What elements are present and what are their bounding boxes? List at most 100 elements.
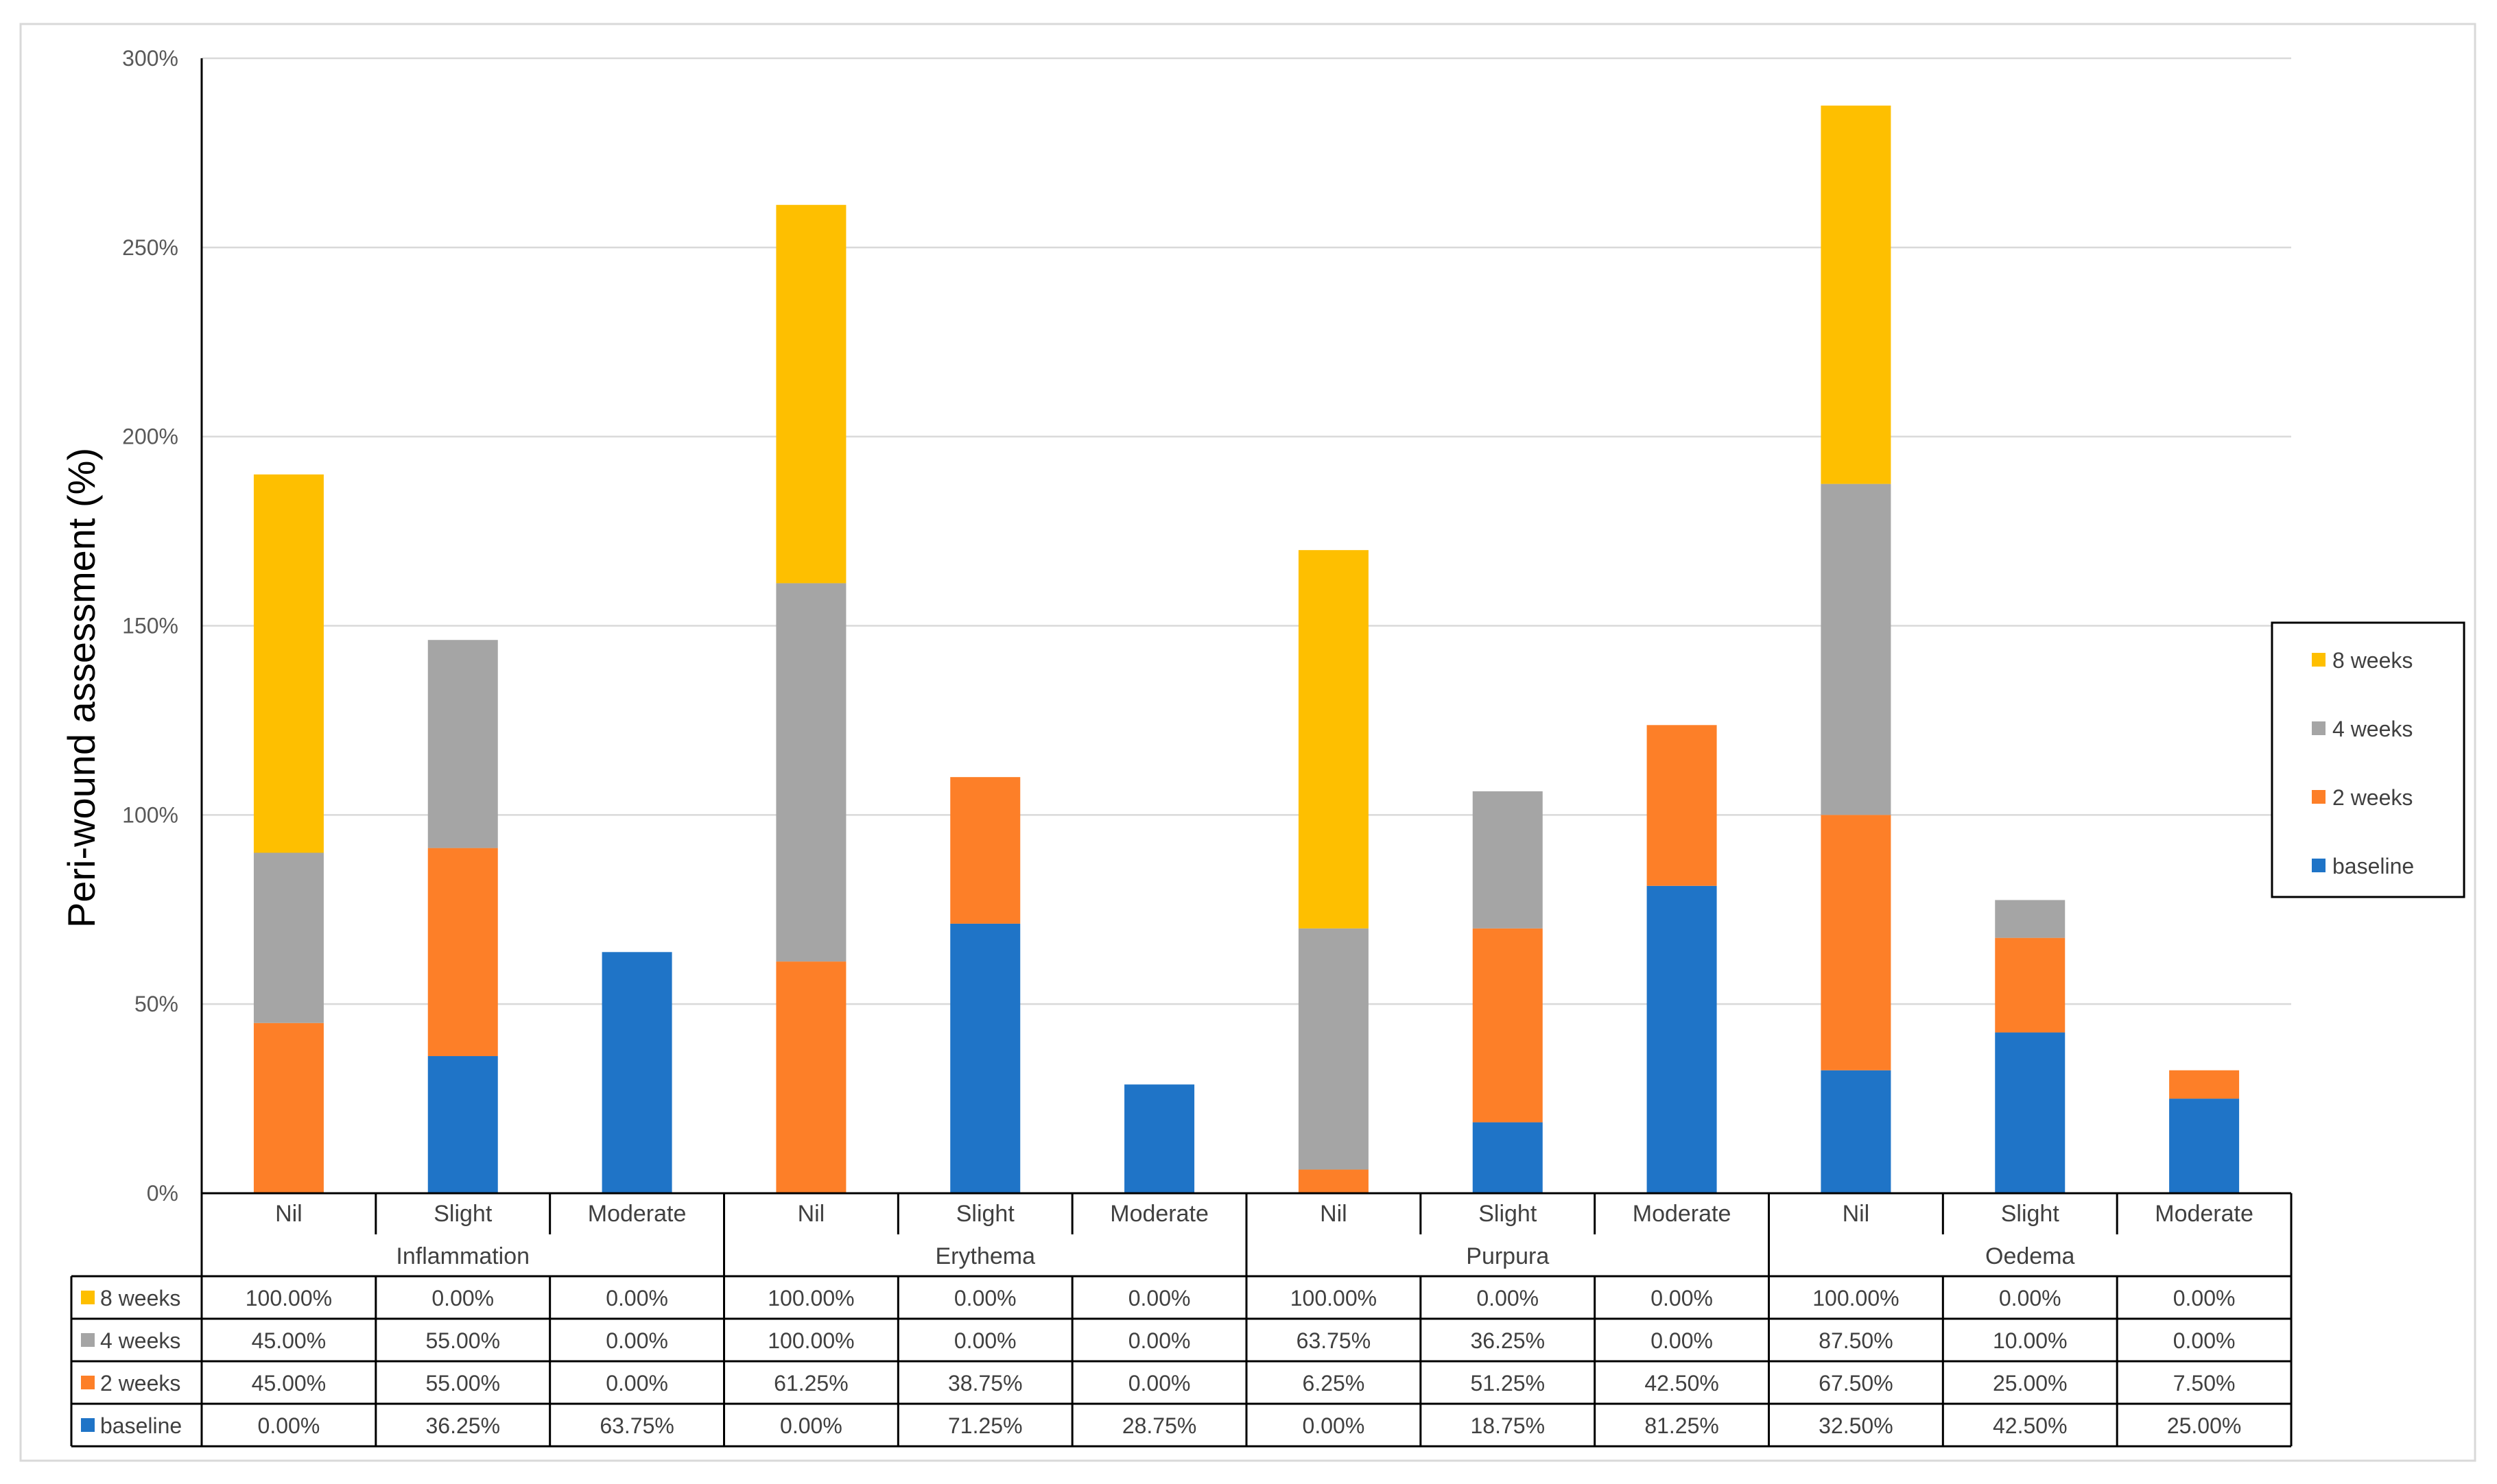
table-cell-value: 45.00% [252,1328,327,1353]
bar-4-weeks [1298,928,1369,1170]
table-cell-value: 55.00% [425,1328,500,1353]
table-legend-key [81,1291,95,1304]
bar-4-weeks [1995,900,2066,938]
table-legend-key [81,1376,95,1389]
bar-8-weeks [1821,105,1891,484]
legend-label: 4 weeks [2332,717,2413,741]
chart-border [19,23,2476,1462]
table-cell-value: 25.00% [1993,1371,2068,1396]
x-category-label: Moderate [1110,1201,1209,1227]
bar-4-weeks [1821,483,1891,815]
table-legend-key [81,1333,95,1347]
table-cell-value: 0.00% [431,1286,494,1311]
bar-2-weeks [1298,1169,1369,1193]
bar-2-weeks [950,777,1021,924]
x-group-label: Erythema [936,1243,1036,1269]
x-category-label: Slight [1478,1201,1537,1227]
table-cell-value: 0.00% [606,1371,668,1396]
bar-baseline [1646,885,1717,1193]
x-category-label: Nil [798,1201,825,1227]
table-legend-key [81,1418,95,1432]
bar-8-weeks [776,204,847,584]
table-cell-value: 10.00% [1993,1328,2068,1353]
table-cell-value: 0.00% [1650,1328,1713,1353]
table-cell-value: 0.00% [1999,1286,2061,1311]
table-cell-value: 45.00% [252,1371,327,1396]
x-category-label: Moderate [588,1201,687,1227]
x-category-label: Slight [2001,1201,2060,1227]
legend-label: 2 weeks [2332,785,2413,810]
x-group-label: Oedema [1985,1243,2074,1269]
table-cell-value: 100.00% [768,1328,854,1353]
x-category-label: Nil [1843,1201,1870,1227]
table-cell-value: 0.00% [954,1286,1017,1311]
y-tick-label: 200% [122,424,178,449]
legend: 8 weeks 4 weeks 2 weeks baseline [2271,621,2465,898]
table-cell-value: 28.75% [1122,1413,1197,1438]
y-tick-label: 100% [122,802,178,827]
bar-2-weeks [776,961,847,1193]
table-cell-value: 0.00% [258,1413,320,1438]
bar-baseline [2169,1099,2240,1193]
bar-8-weeks [1298,550,1369,929]
table-cell-value: 87.50% [1819,1328,1893,1353]
table-cell-value: 0.00% [606,1328,668,1353]
y-axis: 0% 50% 100% 150% 200% 250% 300% [122,46,203,1206]
y-tick-label: 250% [122,235,178,260]
table-row-label: 4 weeks [100,1328,180,1353]
y-axis-label: Peri-wound assessment (%) [60,448,103,928]
table-cell-value: 42.50% [1993,1413,2068,1438]
table-cell-value: 36.25% [1470,1328,1545,1353]
bar-4-weeks [427,640,498,848]
table-cell-value: 0.00% [1128,1328,1191,1353]
table-cell-value: 0.00% [606,1286,668,1311]
table-cell-value: 0.00% [1303,1413,1365,1438]
table-row-label: 2 weeks [100,1371,180,1396]
bar-baseline [1821,1070,1891,1193]
bar-baseline [950,923,1021,1193]
x-category-label: Slight [956,1201,1015,1227]
table-cell-value: 71.25% [948,1413,1023,1438]
table-cell-value: 7.50% [2173,1371,2236,1396]
table-cell-value: 0.00% [954,1328,1017,1353]
table-cell-value: 61.25% [774,1371,849,1396]
table-cell-value: 0.00% [1476,1286,1539,1311]
bar-baseline [602,952,672,1193]
table-cell-value: 0.00% [1650,1286,1713,1311]
table-cell-value: 51.25% [1470,1371,1545,1396]
bar-2-weeks [1472,928,1543,1123]
x-category-label: Nil [275,1201,303,1227]
table-cell-value: 18.75% [1470,1413,1545,1438]
bar-2-weeks [1995,937,2066,1033]
legend-key [2312,790,2326,804]
table-cell-value: 25.00% [2167,1413,2242,1438]
table-cell-value: 36.25% [425,1413,500,1438]
bar-baseline [1995,1032,2066,1193]
table-cell-value: 0.00% [1128,1371,1191,1396]
bar-4-weeks [253,852,324,1023]
bar-2-weeks [427,848,498,1057]
table-cell-value: 63.75% [600,1413,674,1438]
bar-baseline [1124,1084,1195,1193]
table-cell-value: 100.00% [246,1286,332,1311]
table-row-label: baseline [100,1413,182,1438]
table-cell-value: 32.50% [1819,1413,1893,1438]
legend-label: baseline [2332,854,2414,878]
bar-series [253,105,2240,1193]
table-cell-value: 0.00% [2173,1328,2236,1353]
table-cell-value: 38.75% [948,1371,1023,1396]
table-cell-value: 0.00% [780,1413,842,1438]
table-cell-value: 42.50% [1644,1371,1719,1396]
legend-box [2271,621,2465,898]
table-cell-value: 0.00% [2173,1286,2236,1311]
y-tick-label: 150% [122,614,178,638]
legend-key [2312,653,2326,667]
bar-2-weeks [253,1022,324,1193]
bar-2-weeks [1821,815,1891,1070]
table-row-label: 8 weeks [100,1286,180,1311]
table-cell-value: 55.00% [425,1371,500,1396]
y-tick-label: 300% [122,46,178,71]
bar-8-weeks [253,474,324,853]
table-cell-value: 67.50% [1819,1371,1893,1396]
